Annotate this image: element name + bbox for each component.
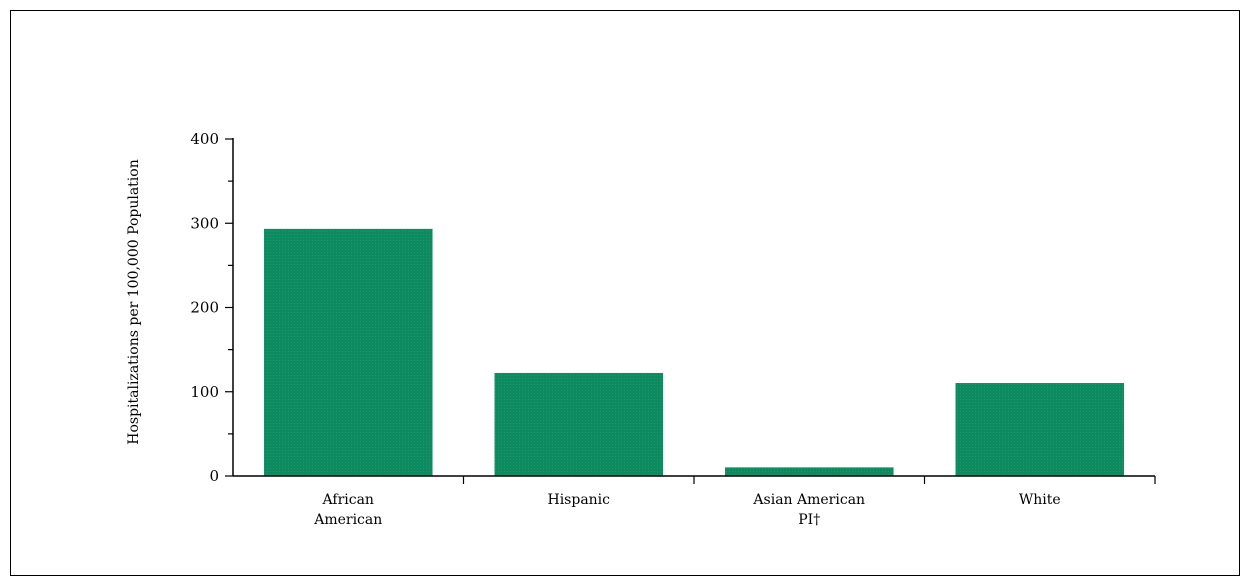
bars	[264, 228, 1125, 477]
x-tick-label: Asian American PI†	[752, 492, 865, 528]
chart-frame	[10, 10, 1240, 576]
x-tick-label: White	[1019, 492, 1061, 508]
bar-white	[955, 383, 1125, 477]
bar-hispanic	[494, 372, 664, 477]
y-tick-label: 100	[190, 383, 219, 401]
y-tick-label: 200	[190, 299, 219, 317]
x-tick-label: Hispanic	[547, 492, 610, 508]
axes	[225, 138, 1156, 484]
x-tick-label: African American	[313, 492, 382, 528]
labels: 0 100 200 300 400 African American Hispanic Asia…	[190, 130, 1060, 528]
y-tick-label: 300	[190, 214, 219, 232]
y-tick-label: 0	[209, 467, 219, 485]
bar-african-american	[264, 228, 433, 477]
y-tick-label: 400	[190, 130, 219, 148]
y-axis-title: Hospitalizations per 100,000 Population	[126, 159, 142, 444]
bar-asian-american-pi	[725, 467, 894, 477]
